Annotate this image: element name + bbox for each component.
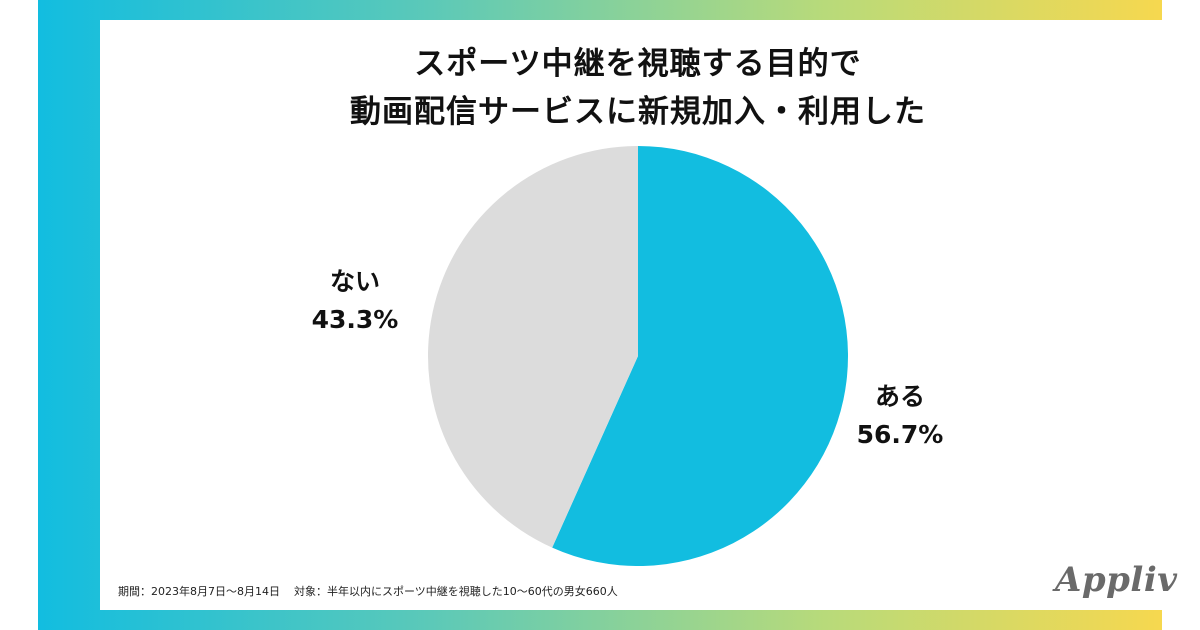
slice-label-yes: ある [875, 382, 925, 411]
slice-value-no: 43.3% [312, 305, 399, 334]
survey-period: 期間：2023年8月7日〜8月14日 [118, 585, 280, 598]
pie-labels: ある 56.7% ない 43.3% [312, 267, 944, 449]
chart-card: スポーツ中継を視聴する目的で 動画配信サービスに新規加入・利用した ある 56.7… [100, 20, 1178, 610]
survey-target: 対象：半年以内にスポーツ中継を視聴した10〜60代の男女660人 [294, 585, 618, 598]
gradient-frame: スポーツ中継を視聴する目的で 動画配信サービスに新規加入・利用した ある 56.7… [38, 0, 1177, 630]
pie-slices [427, 146, 848, 566]
slice-value-yes: 56.7% [857, 420, 944, 449]
appliv-logo: Appliv [1055, 560, 1178, 600]
chart-title-line-1: スポーツ中継を視聴する目的で [414, 46, 862, 82]
chart-title-line-2: 動画配信サービスに新規加入・利用した [350, 94, 926, 130]
survey-footnote: 期間：2023年8月7日〜8月14日 対象：半年以内にスポーツ中継を視聴した10… [118, 583, 618, 599]
pie-slice-no [427, 146, 638, 548]
slice-label-no: ない [330, 267, 380, 296]
pie-chart: ある 56.7% ない 43.3% [312, 146, 944, 566]
pie-slice-yes [552, 146, 848, 566]
footnote-gap [280, 585, 294, 598]
